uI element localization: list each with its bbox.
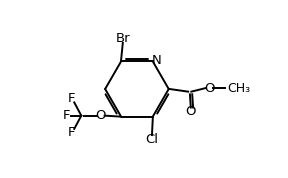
Text: F: F: [68, 92, 75, 105]
Text: O: O: [96, 109, 106, 122]
Text: Cl: Cl: [145, 133, 158, 146]
Text: Br: Br: [115, 32, 130, 45]
Text: N: N: [152, 54, 162, 67]
Text: O: O: [185, 105, 196, 119]
Text: F: F: [62, 109, 70, 122]
Text: F: F: [68, 126, 75, 139]
Text: O: O: [204, 82, 215, 95]
Text: CH₃: CH₃: [227, 82, 250, 95]
